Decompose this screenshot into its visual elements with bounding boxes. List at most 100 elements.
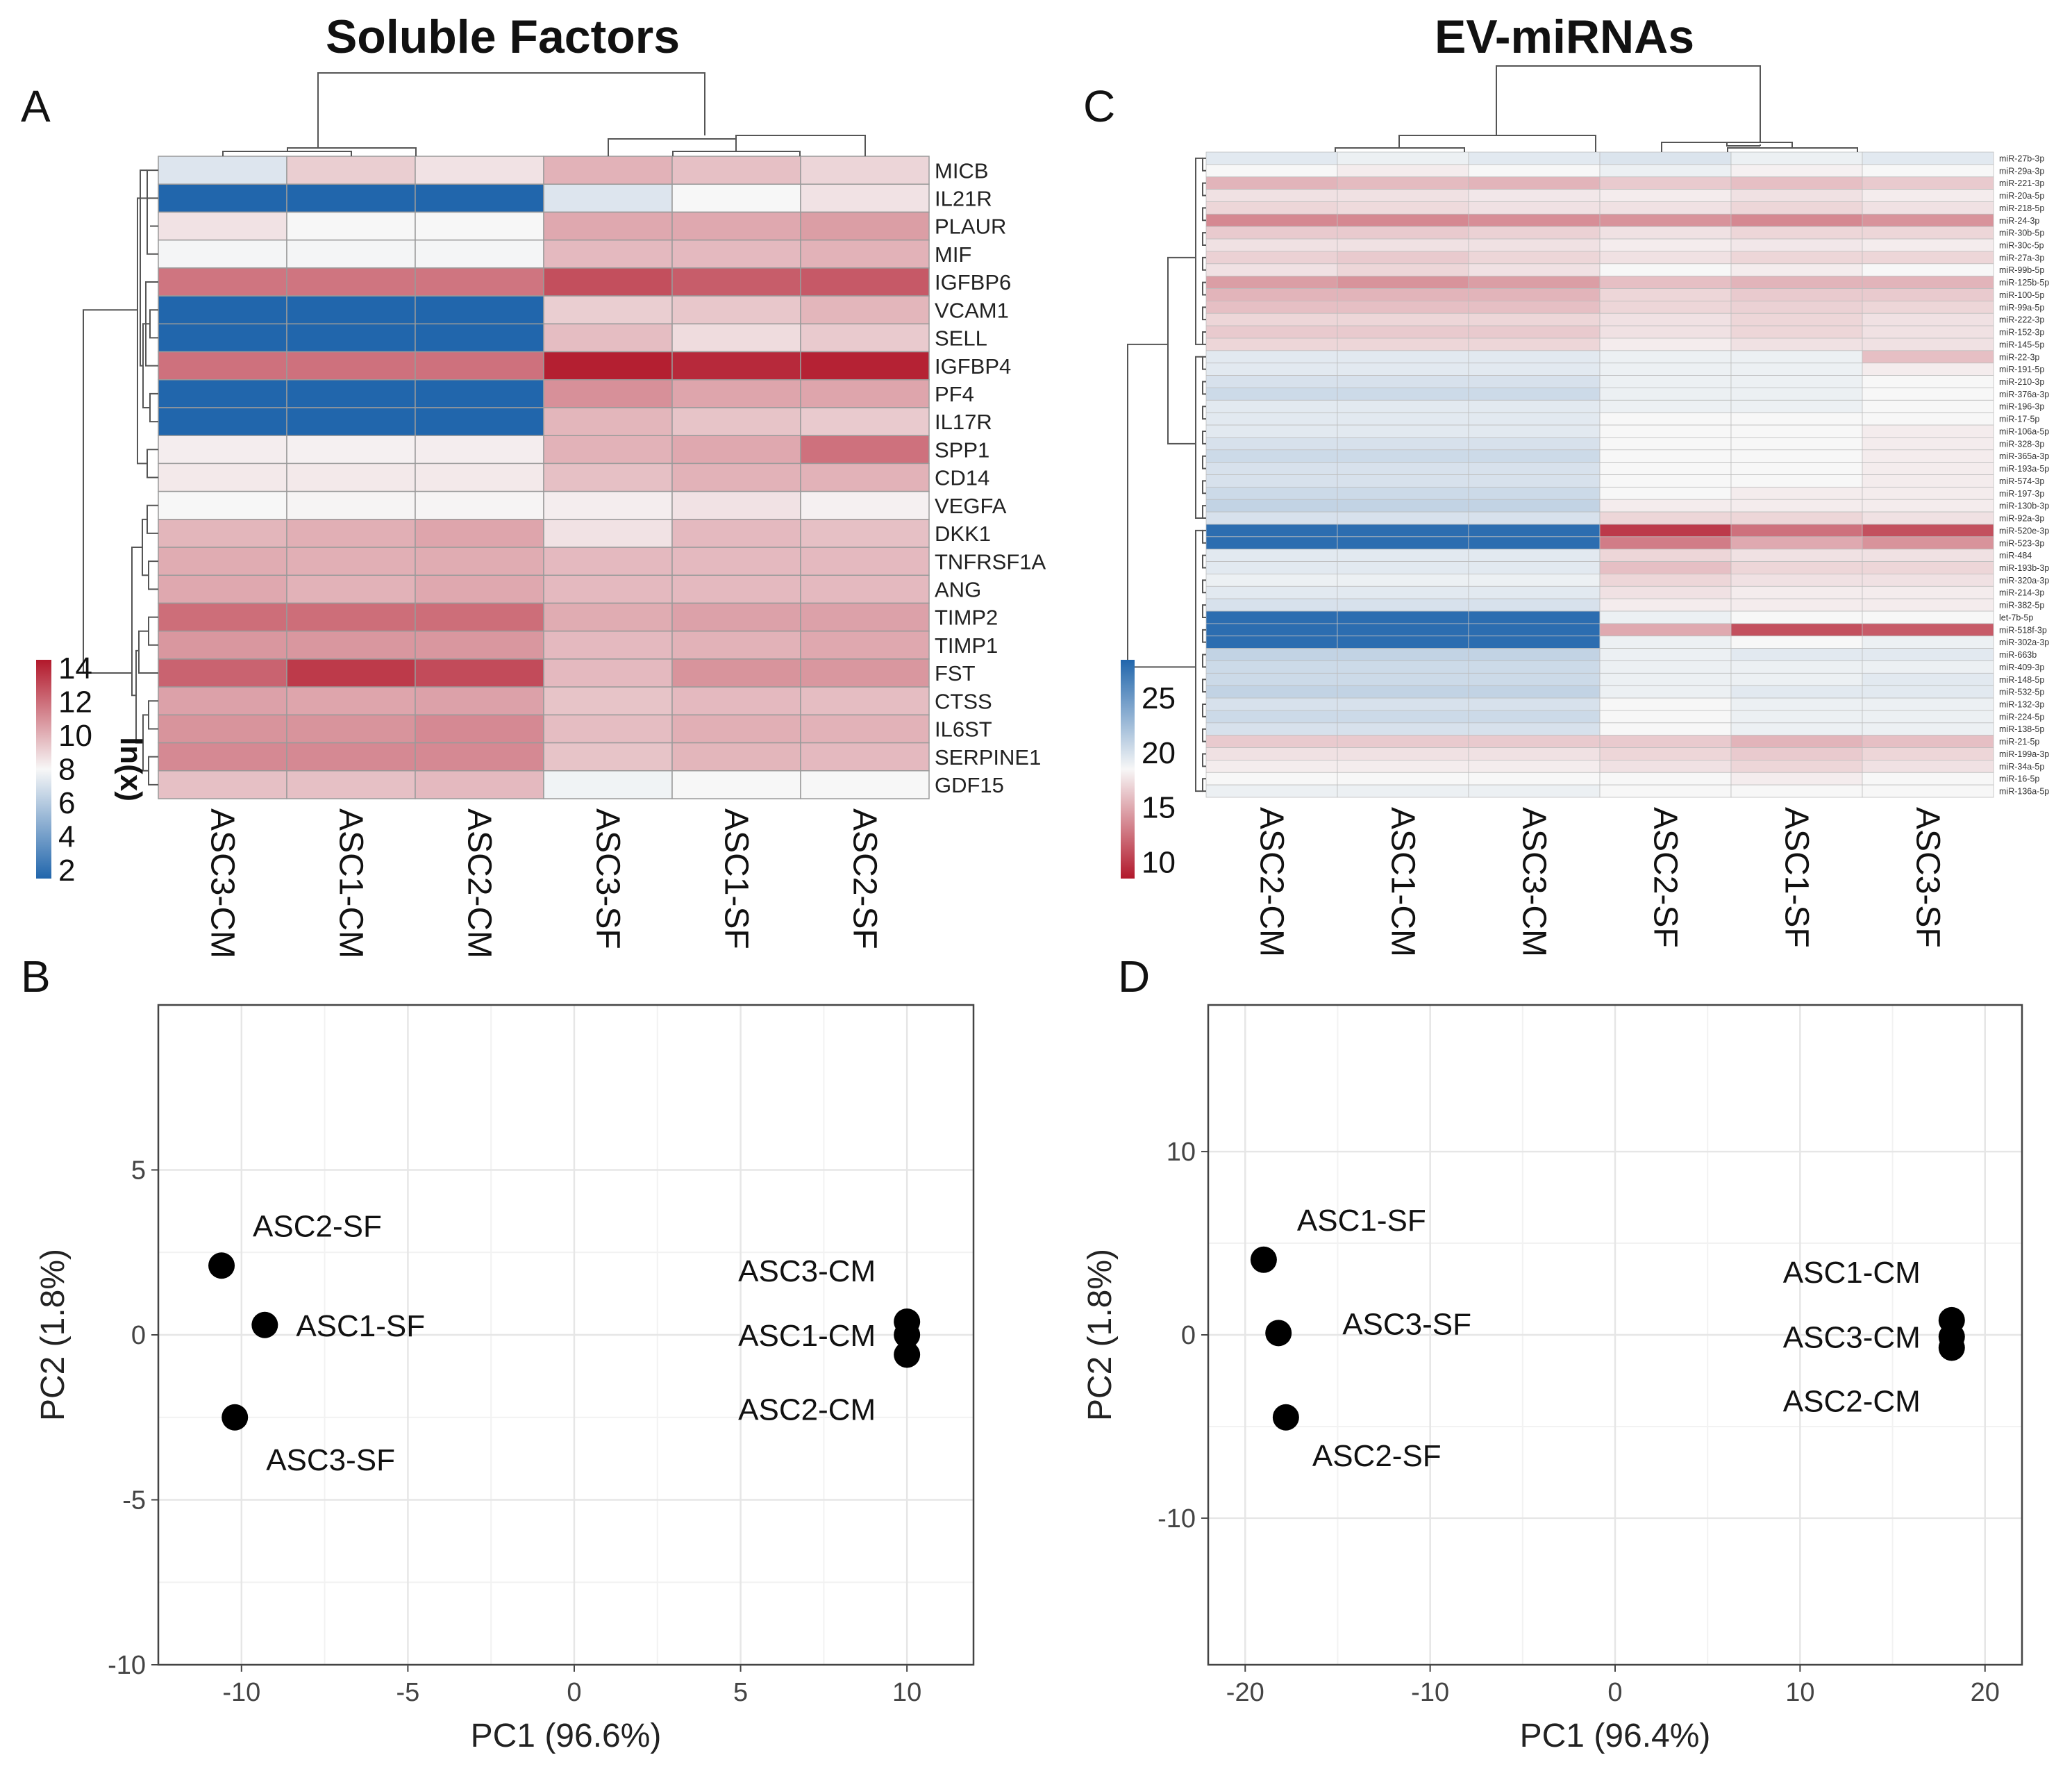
heatmap-cell <box>1599 623 1732 637</box>
heatmap-cell <box>1730 710 1863 724</box>
heatmap-cell <box>800 379 930 408</box>
heatmap-cell <box>1862 238 1994 252</box>
heatmap-cell <box>1337 164 1469 178</box>
y-tick-label: -10 <box>1158 1504 1196 1534</box>
data-point <box>1272 1404 1299 1431</box>
row-dendrogram <box>1202 182 1206 197</box>
heatmap-cell <box>1205 399 1338 413</box>
row-label: miR-27a-3p <box>1999 253 2044 263</box>
heatmap-cell <box>286 770 416 799</box>
heatmap-cell <box>543 490 673 520</box>
heatmap-cell <box>1337 399 1469 413</box>
heatmap-cell <box>1730 660 1863 674</box>
heatmap-cell <box>1337 524 1469 538</box>
heatmap-cell <box>1599 300 1732 314</box>
heatmap-cell <box>1862 201 1994 215</box>
heatmap-cell <box>415 547 544 576</box>
heatmap-cell <box>415 770 544 799</box>
heatmap-cell <box>1599 574 1732 587</box>
heatmap-cell <box>286 239 416 269</box>
heatmap-cell <box>1337 697 1469 711</box>
heatmap-cell <box>1337 424 1469 438</box>
plot-border <box>157 1004 975 1666</box>
heatmap-cell <box>671 463 801 492</box>
heatmap-cell <box>158 156 287 185</box>
color-legend-bar <box>36 660 51 879</box>
heatmap-cell <box>1205 313 1338 326</box>
heatmap-cell <box>1468 424 1601 438</box>
heatmap-cell <box>1862 251 1994 265</box>
heatmap-cell <box>1599 772 1732 786</box>
row-label: miR-148-5p <box>1999 675 2044 685</box>
heatmap-cell <box>1599 598 1732 612</box>
heatmap-cell <box>415 183 544 213</box>
heatmap-cell <box>1205 549 1338 562</box>
heatmap-cell <box>158 547 287 576</box>
heatmap-cell <box>1862 722 1994 736</box>
row-label: miR-224-5p <box>1999 712 2044 722</box>
heatmap-cell <box>1599 536 1732 550</box>
color-legend-bar <box>1121 660 1135 879</box>
heatmap-cell <box>1730 536 1863 550</box>
heatmap-cell <box>1862 772 1994 786</box>
heatmap-cell <box>800 267 930 297</box>
heatmap-cell <box>1337 251 1469 265</box>
data-point <box>222 1404 249 1431</box>
heatmap-cell <box>1468 164 1601 178</box>
heatmap-cell <box>1205 288 1338 301</box>
heatmap-cell <box>1599 697 1732 711</box>
point-label: ASC3-CM <box>1783 1321 1921 1355</box>
heatmap-cell <box>158 463 287 492</box>
heatmap-cell <box>1468 176 1601 190</box>
heatmap-cell <box>415 211 544 241</box>
heatmap-cell <box>1599 486 1732 500</box>
heatmap-cell <box>1862 585 1994 599</box>
row-dendrogram <box>1202 728 1206 742</box>
heatmap-cell <box>1599 388 1732 401</box>
heatmap-cell <box>1862 561 1994 574</box>
heatmap-cell <box>1730 499 1863 513</box>
heatmap-cell <box>1468 338 1601 351</box>
row-label: TIMP1 <box>935 633 998 658</box>
heatmap-cell <box>1862 350 1994 364</box>
y-tick-label: 0 <box>1181 1321 1196 1350</box>
heatmap-cell <box>1337 735 1469 748</box>
row-dendrogram <box>1202 753 1206 767</box>
heatmap-cell <box>1205 561 1338 574</box>
row-label: miR-221-3p <box>1999 178 2044 188</box>
heatmap-cell <box>1337 449 1469 463</box>
y-axis-label: PC2 (1.8%) <box>1082 1249 1119 1421</box>
heatmap-cell <box>415 407 544 436</box>
heatmap-cell <box>1862 635 1994 649</box>
heatmap-cell <box>158 211 287 241</box>
heatmap-cell <box>1599 213 1732 227</box>
heatmap-cell <box>671 211 801 241</box>
heatmap-cell <box>1599 437 1732 451</box>
heatmap-cell <box>415 463 544 492</box>
heatmap-cell <box>286 686 416 716</box>
heatmap-cell <box>1468 313 1601 326</box>
point-label: ASC3-SF <box>266 1443 395 1477</box>
row-label: TNFRSF1A <box>935 549 1046 574</box>
heatmap-cell <box>1862 648 1994 661</box>
heatmap-cell <box>1205 375 1338 388</box>
heatmap-cell <box>1337 685 1469 699</box>
x-tick-label: 10 <box>892 1678 921 1707</box>
heatmap-cell <box>1730 635 1863 649</box>
heatmap-cell <box>286 435 416 465</box>
row-label: miR-30b-5p <box>1999 228 2044 238</box>
row-dendrogram <box>137 197 149 465</box>
heatmap-cell <box>1468 549 1601 562</box>
heatmap-cell <box>1205 325 1338 339</box>
heatmap-cell <box>1468 623 1601 637</box>
heatmap-cell <box>1468 363 1601 376</box>
row-dendrogram <box>148 700 158 730</box>
row-label: miR-222-3p <box>1999 315 2044 325</box>
heatmap-cell <box>543 211 673 241</box>
heatmap-cell <box>671 156 801 185</box>
heatmap-cell <box>1468 747 1601 760</box>
heatmap-cell <box>1205 660 1338 674</box>
row-label: ANG <box>935 578 981 602</box>
plot-border <box>1207 1004 2023 1666</box>
heatmap-cell <box>1337 288 1469 301</box>
